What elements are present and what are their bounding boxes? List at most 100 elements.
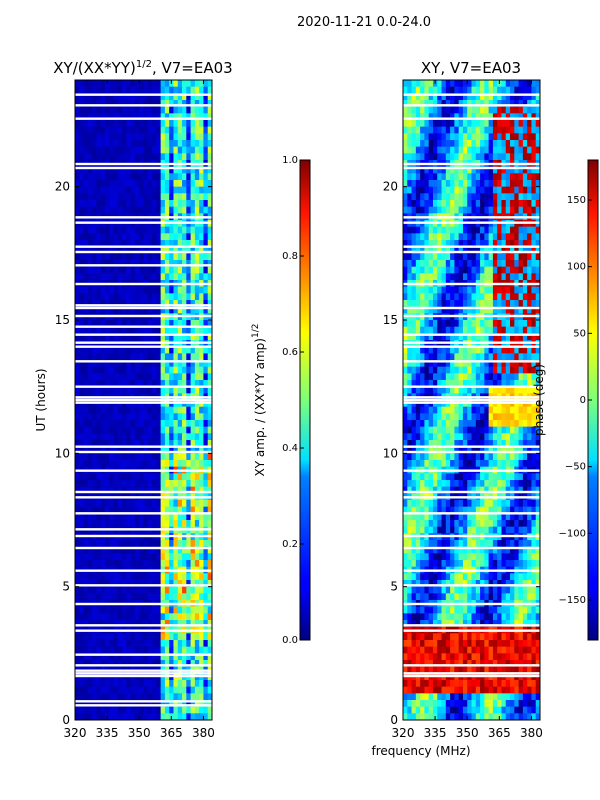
heatmap-cell bbox=[152, 553, 157, 561]
heatmap-cell bbox=[122, 193, 127, 201]
heatmap-cell bbox=[113, 633, 119, 641]
heatmap-cell bbox=[79, 360, 85, 368]
heatmap-cell bbox=[411, 186, 417, 194]
heatmap-cell bbox=[96, 80, 102, 88]
heatmap-cell bbox=[505, 320, 511, 328]
heatmap-cell bbox=[501, 386, 507, 394]
heatmap-cell bbox=[152, 126, 157, 134]
heatmap-cell bbox=[207, 200, 212, 208]
heatmap-cell bbox=[454, 113, 460, 121]
heatmap-cell bbox=[104, 706, 110, 714]
heatmap-cell bbox=[186, 553, 192, 561]
heatmap-cell bbox=[173, 440, 179, 448]
heatmap-cell bbox=[122, 93, 127, 101]
heatmap-cell bbox=[75, 433, 80, 441]
heatmap-cell bbox=[134, 273, 140, 281]
heatmap-cell bbox=[139, 713, 145, 720]
heatmap-cell bbox=[186, 480, 192, 488]
heatmap-cell bbox=[126, 693, 132, 701]
heatmap-cell bbox=[87, 426, 93, 434]
heatmap-cell bbox=[96, 573, 102, 581]
heatmap-cell bbox=[117, 360, 123, 368]
heatmap-cell bbox=[203, 353, 209, 361]
heatmap-cell bbox=[514, 333, 520, 341]
heatmap-cell bbox=[100, 713, 106, 720]
heatmap-cell bbox=[458, 180, 464, 188]
heatmap-cell bbox=[432, 240, 438, 248]
heatmap-cell bbox=[173, 693, 179, 701]
heatmap-cell bbox=[531, 273, 537, 281]
heatmap-cell bbox=[117, 446, 123, 454]
heatmap-cell bbox=[104, 546, 110, 554]
heatmap-cell bbox=[190, 286, 196, 294]
heatmap-cell bbox=[450, 386, 455, 394]
heatmap-cell bbox=[156, 146, 162, 154]
heatmap-cell bbox=[424, 413, 430, 421]
heatmap-cell bbox=[424, 246, 430, 254]
heatmap-cell bbox=[186, 640, 192, 648]
heatmap-cell bbox=[134, 713, 140, 720]
heatmap-cell bbox=[480, 246, 485, 254]
heatmap-cell bbox=[467, 233, 473, 241]
heatmap-cell bbox=[156, 506, 162, 514]
heatmap-cell bbox=[199, 200, 205, 208]
heatmap-cell bbox=[467, 246, 473, 254]
heatmap-cell bbox=[152, 86, 157, 94]
heatmap-cell bbox=[501, 446, 507, 454]
heatmap-cell bbox=[122, 333, 127, 341]
heatmap-cell bbox=[92, 680, 98, 688]
heatmap-cell bbox=[156, 113, 162, 121]
heatmap-cell bbox=[100, 406, 106, 414]
heatmap-cell bbox=[100, 266, 106, 274]
heatmap-cell bbox=[432, 440, 438, 448]
heatmap-cell bbox=[173, 420, 179, 428]
heatmap-cell bbox=[156, 480, 162, 488]
heatmap-cell bbox=[190, 513, 196, 521]
heatmap-cell bbox=[152, 326, 157, 334]
heatmap-cell bbox=[139, 306, 145, 314]
heatmap-cell bbox=[535, 253, 540, 261]
heatmap-cell bbox=[484, 333, 490, 341]
heatmap-cell bbox=[160, 100, 166, 108]
heatmap-cell bbox=[207, 506, 212, 514]
heatmap-cell bbox=[156, 613, 162, 621]
heatmap-cell bbox=[462, 453, 468, 461]
heatmap-cell bbox=[488, 433, 494, 441]
heatmap-cell bbox=[160, 293, 166, 301]
heatmap-cell bbox=[96, 440, 102, 448]
heatmap-cell bbox=[199, 660, 205, 668]
heatmap-cell bbox=[480, 120, 485, 128]
heatmap-cell bbox=[462, 433, 468, 441]
heatmap-cell bbox=[497, 246, 503, 254]
heatmap-cell bbox=[169, 306, 175, 314]
heatmap-cell bbox=[437, 93, 443, 101]
heatmap-cell bbox=[484, 246, 490, 254]
heatmap-cell bbox=[480, 380, 485, 388]
heatmap-cell bbox=[497, 306, 503, 314]
heatmap-cell bbox=[190, 300, 196, 308]
heatmap-cell bbox=[109, 80, 115, 88]
heatmap-cell bbox=[160, 186, 166, 194]
heatmap-cell bbox=[194, 386, 200, 394]
heatmap-cell bbox=[190, 500, 196, 508]
heatmap-cell bbox=[164, 113, 170, 121]
heatmap-cell bbox=[173, 240, 179, 248]
heatmap-cell bbox=[169, 193, 175, 201]
gap-line bbox=[75, 304, 212, 307]
heatmap-cell bbox=[147, 606, 153, 614]
heatmap-cell bbox=[497, 200, 503, 208]
heatmap-cell bbox=[92, 86, 98, 94]
heatmap-cell bbox=[177, 560, 183, 568]
heatmap-cell bbox=[130, 653, 136, 661]
heatmap-cell bbox=[492, 180, 498, 188]
heatmap-cell bbox=[152, 653, 157, 661]
heatmap-cell bbox=[87, 573, 93, 581]
heatmap-cell bbox=[173, 166, 179, 174]
heatmap-cell bbox=[109, 693, 115, 701]
heatmap-cell bbox=[147, 306, 153, 314]
heatmap-cell bbox=[441, 133, 447, 141]
heatmap-cell bbox=[156, 293, 162, 301]
heatmap-cell bbox=[207, 266, 212, 274]
heatmap-cell bbox=[156, 440, 162, 448]
heatmap-cell bbox=[182, 320, 187, 328]
